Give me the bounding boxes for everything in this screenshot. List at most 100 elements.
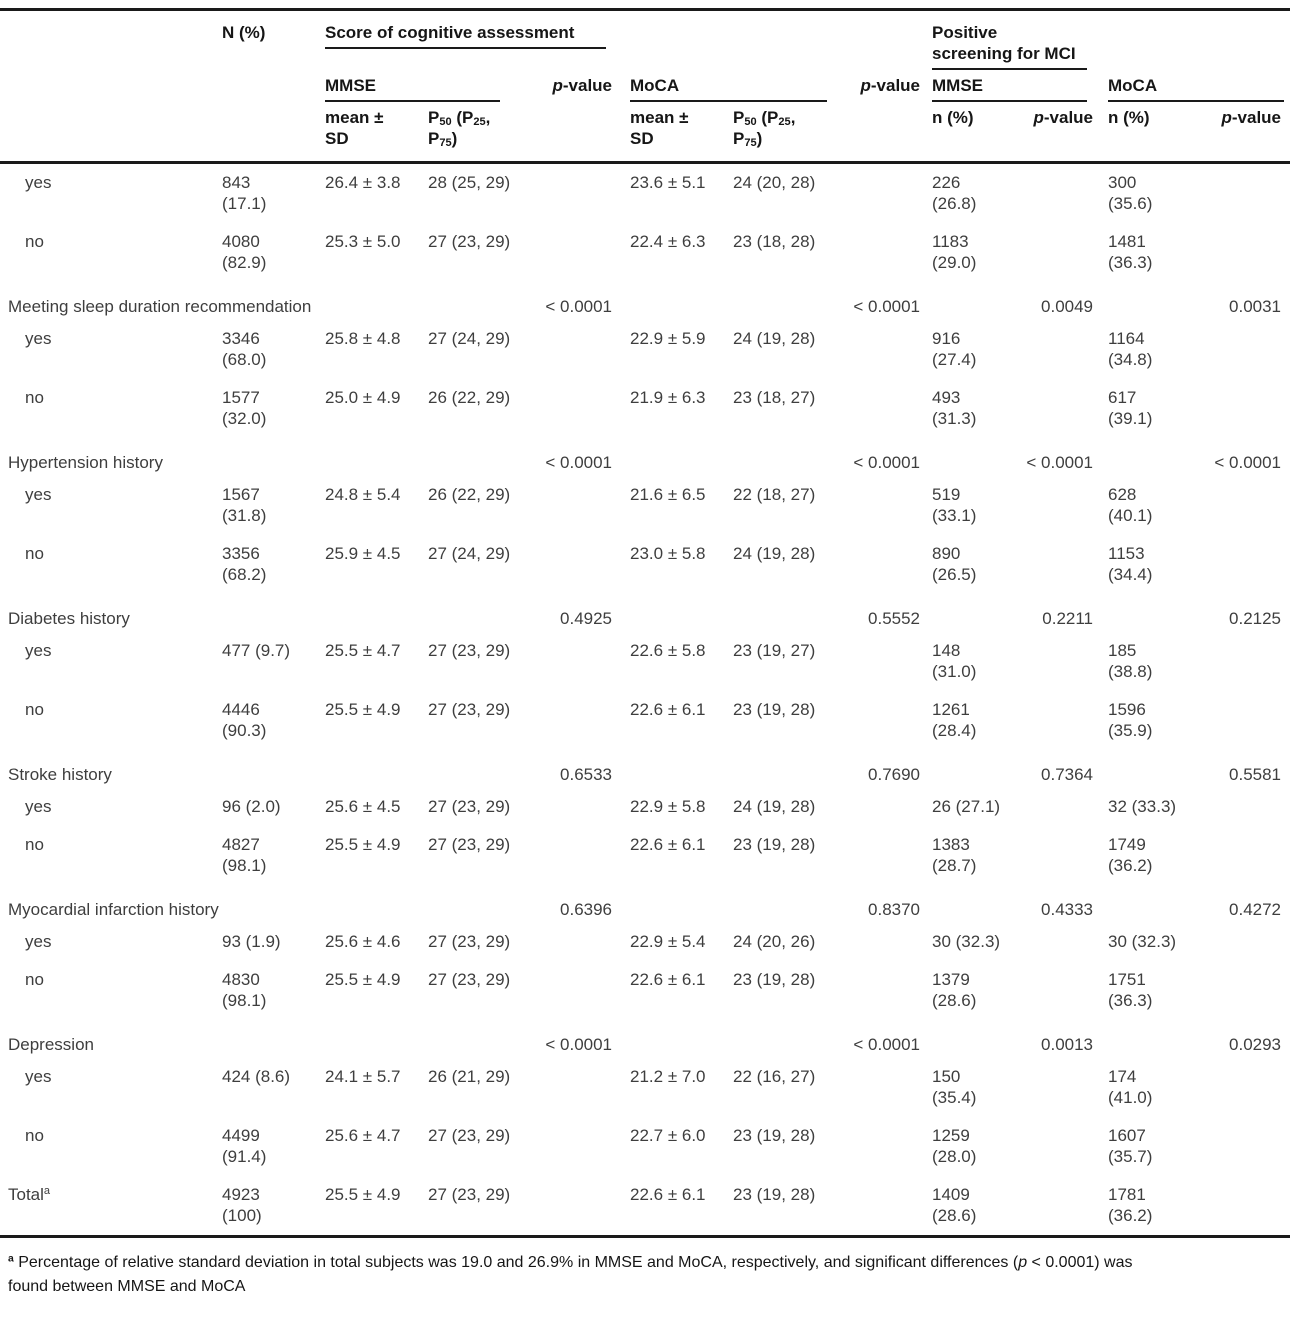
cell-p-moca [833, 923, 920, 961]
data-row: yes 96 (2.0) 25.6 ± 4.5 27 (23, 29) 22.9… [0, 788, 1290, 826]
header-score-group: Score of cognitive assessment [325, 10, 612, 71]
cell-mmse-p50: 27 (23, 29) [428, 232, 511, 251]
data-row: yes 843 (17.1) 26.4 ± 3.8 28 (25, 29) 23… [0, 163, 1290, 224]
cell-p-mci-mmse [1020, 1117, 1093, 1176]
cell-p-moca: 0.7690 [868, 765, 921, 784]
cell-p-mci-moca [1196, 691, 1290, 750]
cell-mci-moca-n: 174 (41.0) [1108, 1067, 1153, 1107]
cell-n: 1577 (32.0) [222, 388, 267, 428]
cell-label: yes [25, 932, 52, 951]
cell-moca-mean: 22.6 ± 6.1 [630, 700, 706, 719]
cell-p-mmse [540, 1117, 612, 1176]
header-row-measures: mean ± SD P50 (P25, P75) mean ± SD P50 (… [0, 102, 1290, 164]
cell-n: 3346 (68.0) [222, 329, 267, 369]
cell-p-mmse [540, 379, 612, 438]
cell-empty [612, 438, 833, 476]
cell-moca-p50: 23 (18, 28) [733, 232, 816, 251]
cell-n: 843 (17.1) [222, 173, 267, 213]
data-row: yes 93 (1.9) 25.6 ± 4.6 27 (23, 29) 22.9… [0, 923, 1290, 961]
cell-moca-mean: 22.6 ± 5.8 [630, 641, 706, 660]
cell-mmse-p50: 27 (23, 29) [428, 932, 511, 951]
cell-empty [920, 282, 1020, 320]
cell-p-mci-mmse [1020, 1058, 1093, 1117]
cell-mmse-mean: 25.6 ± 4.5 [325, 797, 401, 816]
cell-moca-p50: 24 (19, 28) [733, 797, 816, 816]
cell-mci-mmse-n: 148 (31.0) [932, 641, 977, 681]
cell-mci-mmse-n: 519 (33.1) [932, 485, 977, 525]
cell-mmse-p50: 27 (23, 29) [428, 970, 511, 989]
cell-n: 4446 (90.3) [222, 700, 267, 740]
cell-label: Meeting sleep duration recommendation [8, 297, 312, 316]
cell-p-mci-moca [1196, 476, 1290, 535]
cell-mmse-p50: 28 (25, 29) [428, 173, 511, 192]
cell-mci-mmse-n: 1261 (28.4) [932, 700, 977, 740]
cell-label: no [25, 388, 44, 407]
cell-p-mmse [540, 788, 612, 826]
data-row: no 4080 (82.9) 25.3 ± 5.0 27 (23, 29) 22… [0, 223, 1290, 282]
header-mmse-mean-sd: mean ± SD [325, 102, 428, 164]
score-group-label: Score of cognitive assessment [325, 22, 607, 49]
data-row: no 1577 (32.0) 25.0 ± 4.9 26 (22, 29) 21… [0, 379, 1290, 438]
cell-p-moca: 0.8370 [868, 900, 921, 919]
data-row: yes 424 (8.6) 24.1 ± 5.7 26 (21, 29) 21.… [0, 1058, 1290, 1117]
cell-mci-moca-n: 185 (38.8) [1108, 641, 1153, 681]
cell-p-mci-mmse [1020, 923, 1093, 961]
cell-moca-mean: 21.6 ± 6.5 [630, 485, 706, 504]
header-pvalue-mci-mmse: p-value [1020, 102, 1094, 164]
cell-p-moca [833, 320, 920, 379]
cell-p-mmse [540, 1176, 612, 1237]
cell-moca-p50: 23 (19, 28) [733, 1185, 816, 1204]
cell-moca-mean: 22.6 ± 6.1 [630, 1185, 706, 1204]
header-empty [0, 102, 222, 164]
cell-label: Myocardial infarction history [8, 900, 219, 919]
cell-p-moca [833, 379, 920, 438]
cell-p-mci-mmse [1020, 1176, 1093, 1237]
header-pvalue-moca-score: p-value [860, 76, 921, 95]
header-row-groups: N (%) Score of cognitive assessment Posi… [0, 10, 1290, 71]
cell-p-mci-moca [1196, 826, 1290, 885]
cell-moca-p50: 22 (18, 27) [733, 485, 816, 504]
cell-p-mmse [540, 961, 612, 1020]
moca-label: MoCA [1108, 75, 1285, 102]
cell-p-mci-moca [1196, 788, 1290, 826]
data-row: yes 1567 (31.8) 24.8 ± 5.4 26 (22, 29) 2… [0, 476, 1290, 535]
cell-mci-mmse-n: 916 (27.4) [932, 329, 977, 369]
cell-mmse-mean: 26.4 ± 3.8 [325, 173, 401, 192]
assessment-table: N (%) Score of cognitive assessment Posi… [0, 8, 1290, 1238]
cell-n: 4080 (82.9) [222, 232, 267, 272]
cell-mci-mmse-n: 150 (35.4) [932, 1067, 977, 1107]
cell-label: no [25, 1126, 44, 1145]
cell-p-moca [833, 632, 920, 691]
header-empty [1093, 10, 1290, 71]
cell-label: no [25, 835, 44, 854]
cell-mmse-mean: 25.5 ± 4.7 [325, 641, 401, 660]
header-empty [0, 70, 222, 102]
cell-n: 4499 (91.4) [222, 1126, 267, 1166]
cell-n: 1567 (31.8) [222, 485, 267, 525]
cell-p-mmse [540, 691, 612, 750]
cell-mci-moca-n: 32 (33.3) [1108, 797, 1177, 816]
cell-mmse-p50: 27 (24, 29) [428, 544, 511, 563]
cell-mmse-p50: 27 (23, 29) [428, 1126, 511, 1145]
cell-empty [920, 1020, 1020, 1058]
cell-p-moca [833, 1058, 920, 1117]
data-row: no 4830 (98.1) 25.5 ± 4.9 27 (23, 29) 22… [0, 961, 1290, 1020]
header-mmse-score: MMSE [325, 70, 540, 102]
data-row: no 4499 (91.4) 25.6 ± 4.7 27 (23, 29) 22… [0, 1117, 1290, 1176]
cell-mmse-mean: 25.6 ± 4.7 [325, 1126, 401, 1145]
cell-mci-moca-n: 628 (40.1) [1108, 485, 1153, 525]
cell-n: 477 (9.7) [222, 641, 291, 660]
cell-mmse-p50: 26 (21, 29) [428, 1067, 511, 1086]
category-row: Diabetes history 0.4925 0.5552 0.2211 0.… [0, 594, 1290, 632]
cell-mci-mmse-n: 493 (31.3) [932, 388, 977, 428]
cell-p-mci-mmse [1020, 320, 1093, 379]
cell-p-mci-mmse: 0.0049 [1041, 297, 1094, 316]
cell-mci-mmse-n: 890 (26.5) [932, 544, 977, 584]
cell-p-mci-moca [1196, 1176, 1290, 1237]
cell-p-mci-moca [1196, 961, 1290, 1020]
category-row: Meeting sleep duration recommendation < … [0, 282, 1290, 320]
cell-mci-moca-n: 1751 (36.3) [1108, 970, 1153, 1010]
cell-p-mci-mmse: 0.4333 [1041, 900, 1094, 919]
cell-empty [920, 438, 1020, 476]
